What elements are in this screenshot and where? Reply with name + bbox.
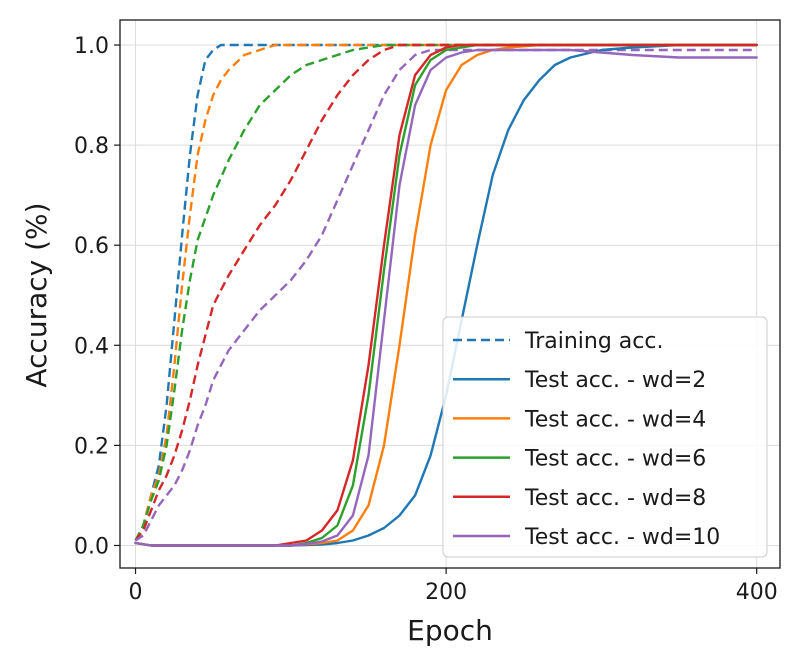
legend-label-3: Test acc. - wd=6 [524,447,706,472]
y-tick-label: 0.8 [74,134,109,159]
y-tick-label: 0.6 [74,234,109,259]
y-tick-label: 0.4 [74,334,109,359]
y-tick-label: 0.2 [74,434,109,459]
x-tick-label: 200 [425,580,467,605]
series-lines [134,43,758,547]
legend-label-0: Training acc. [524,329,663,354]
training-line-4 [134,48,757,542]
x-axis-label: Epoch [407,614,493,647]
legend-box [442,316,768,558]
training-line-3 [134,43,757,542]
legend-label-1: Test acc. - wd=2 [524,368,706,393]
legend-label-2: Test acc. - wd=4 [524,407,706,432]
legend-label-5: Test acc. - wd=10 [524,525,720,550]
legend: Training acc. Test acc. - wd=2 Test acc. -… [442,316,768,558]
y-tick-label: 1.0 [74,34,109,59]
training-line-0 [134,43,757,542]
plot-frame [119,19,781,569]
training-line-1 [134,43,757,542]
test-line-9 [134,48,758,547]
x-tick-label: 400 [736,580,778,605]
training-line-2 [134,43,757,542]
y-axis-label: Accuracy (%) [20,202,53,387]
y-axis-ticks: 0.0 0.2 0.4 0.6 0.8 1.0 [74,34,120,559]
x-axis-ticks: 0 200 400 [129,568,778,605]
x-tick-label: 0 [129,580,143,605]
legend-label-4: Test acc. - wd=8 [524,486,706,511]
y-tick-label: 0.0 [74,534,109,559]
